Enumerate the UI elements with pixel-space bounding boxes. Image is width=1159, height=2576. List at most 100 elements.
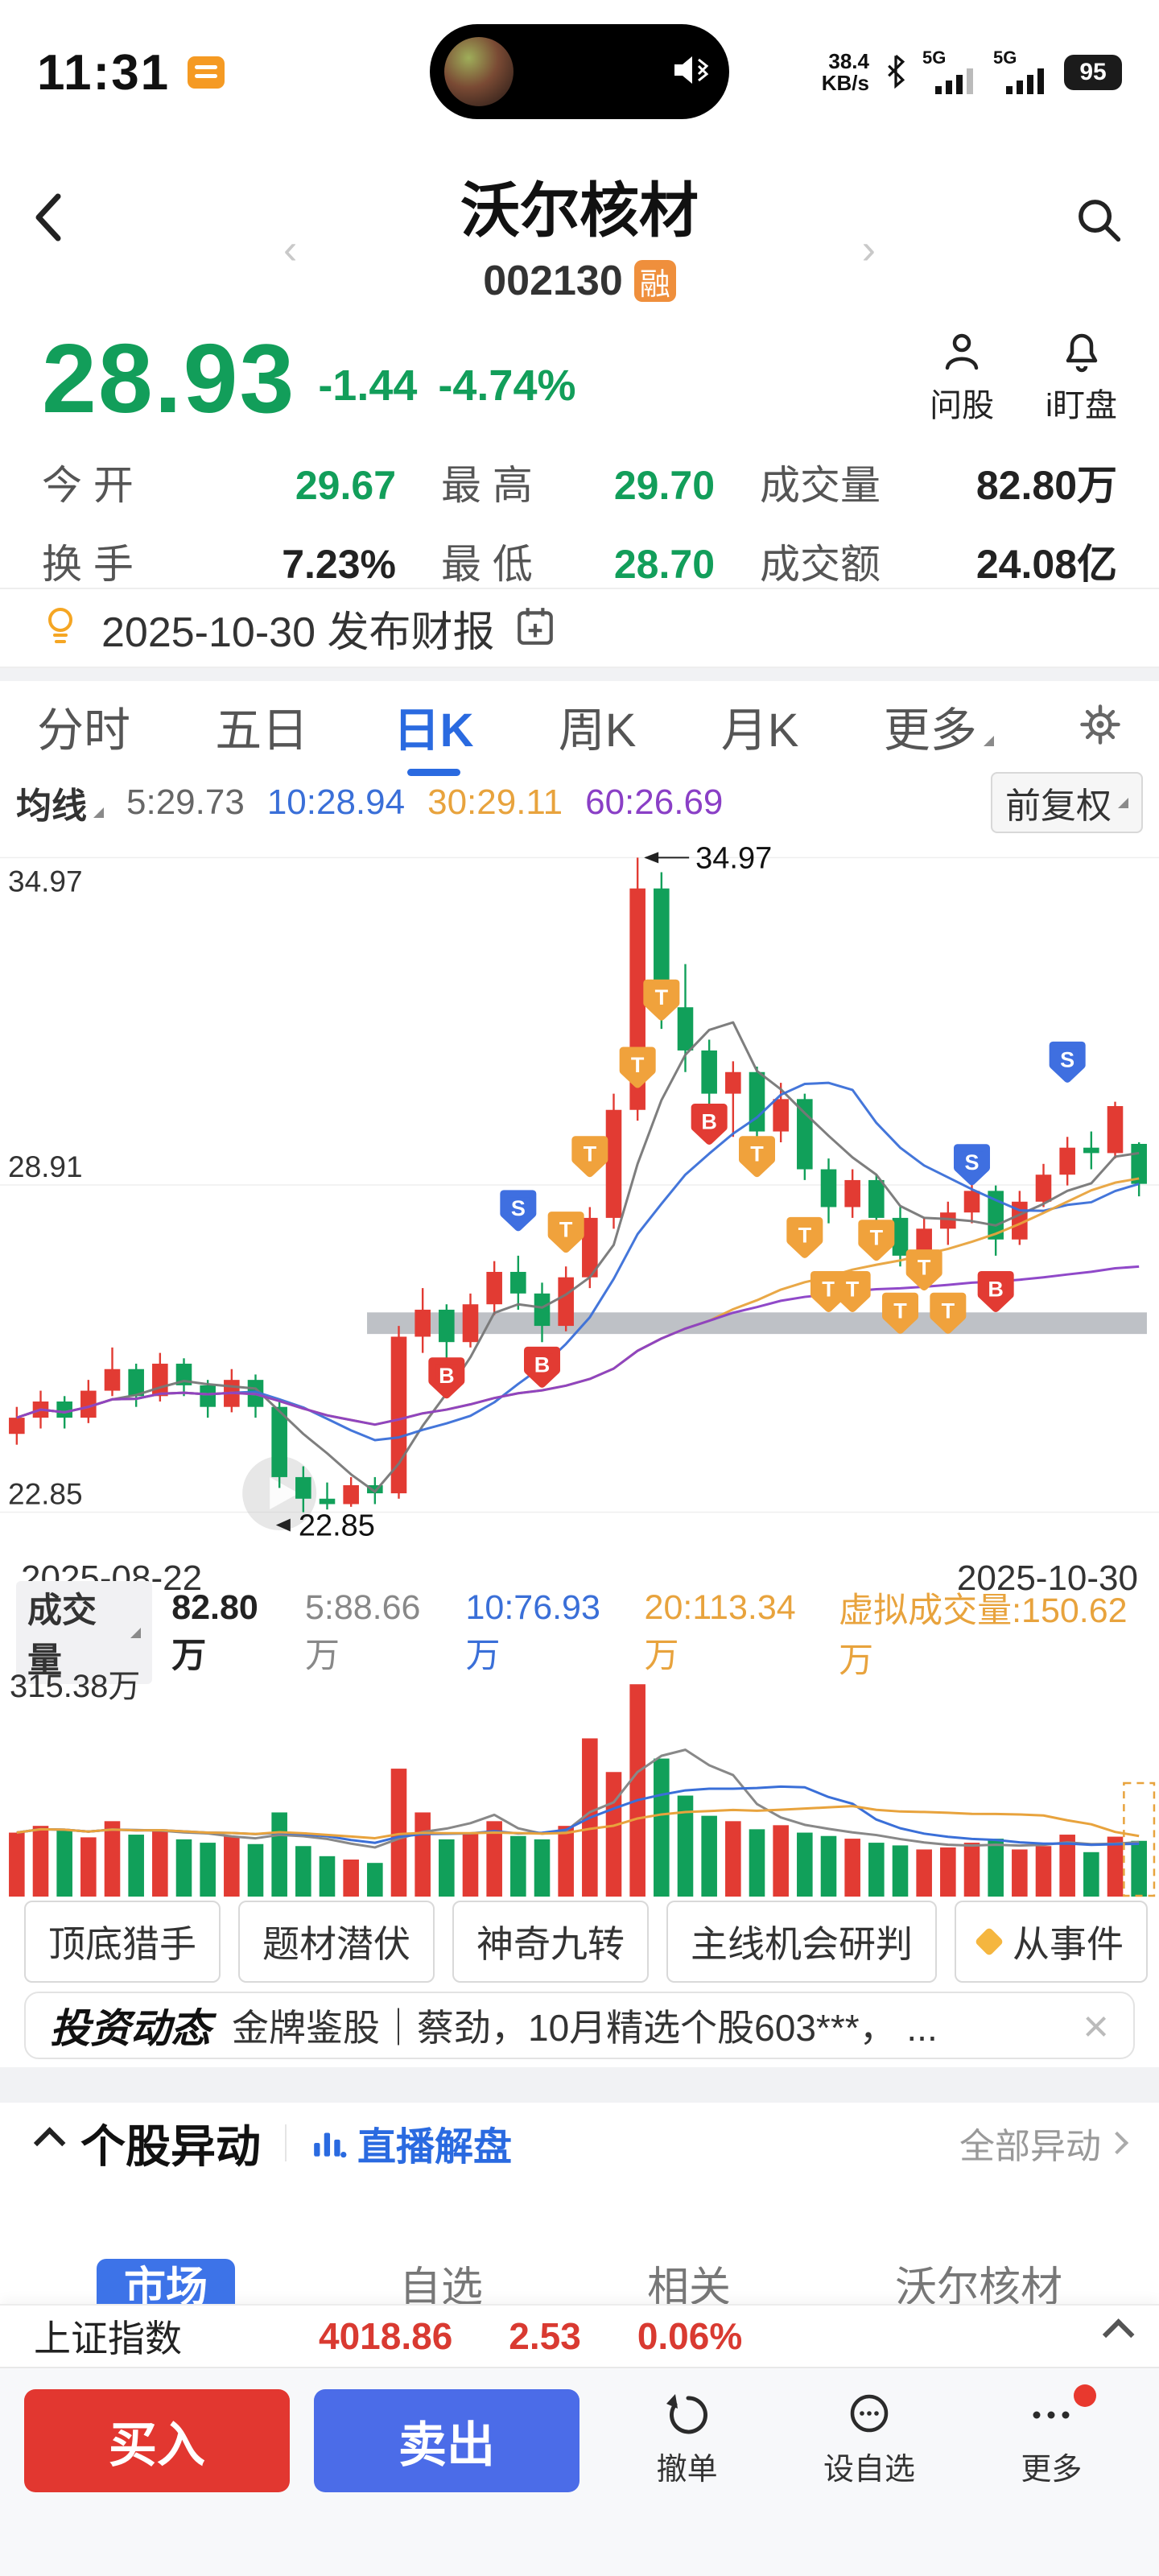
svg-text:B: B: [534, 1352, 551, 1377]
feature-mainline-research[interactable]: 主线机会研判: [666, 1901, 937, 1983]
signal-1-icon: 5G: [922, 47, 979, 96]
collapse-chevron-icon[interactable]: [1102, 2318, 1135, 2351]
last-price: 28.93: [42, 324, 296, 433]
title-bar: ‹ 沃尔核材 002130 融 ›: [0, 145, 1159, 306]
live-commentary-link[interactable]: 直播解盘: [311, 2115, 512, 2171]
quote-panel: 28.93 -1.44 -4.74% 问股 i盯盘: [0, 306, 1159, 451]
candlestick-chart[interactable]: B S B T T T T B T T T T T T T T S B S 34.97 22.85 34.97 28.91 2…: [0, 834, 1159, 1558]
svg-text:22.85: 22.85: [8, 1478, 83, 1511]
svg-text:B: B: [701, 1109, 717, 1133]
ma60-value: 60:26.69: [585, 782, 724, 822]
volume-ma5: 5:88.66万: [304, 1587, 421, 1675]
feature-top-bottom-hunter[interactable]: 顶底猎手: [24, 1901, 221, 1983]
stat-low: 最 低 28.70: [441, 542, 715, 587]
volume-ma10: 10:76.93万: [465, 1587, 600, 1675]
back-button[interactable]: [31, 192, 66, 247]
feature-from-events[interactable]: 从事件: [955, 1901, 1148, 1983]
index-percent: 0.06%: [637, 2315, 743, 2357]
camera-pill: [430, 24, 729, 119]
shanghai-index-bar[interactable]: 上证指数 4018.86 2.53 0.06%: [0, 2304, 1159, 2367]
svg-text:22.85: 22.85: [299, 1509, 375, 1543]
add-watchlist-button[interactable]: 设自选: [823, 2391, 915, 2488]
change-value: -1.44: [318, 361, 418, 410]
volume-label[interactable]: 成交量: [16, 1581, 153, 1684]
svg-text:T: T: [822, 1277, 835, 1301]
ma-label[interactable]: 均线: [16, 777, 104, 828]
tab-stock-name[interactable]: 沃尔核材: [894, 2264, 1062, 2304]
news-tag: 投资动态: [50, 2006, 211, 2051]
chart-settings-gear-icon[interactable]: [1079, 703, 1122, 750]
more-dots-icon: [1033, 2411, 1070, 2419]
feature-magic-nine[interactable]: 神奇九转: [452, 1901, 649, 1983]
tab-watchlist[interactable]: 自选: [398, 2264, 483, 2304]
news-text: 金牌鉴股｜蔡劲，10月精选个股603***， ...: [232, 2007, 938, 2049]
bulb-icon: [40, 604, 80, 653]
margin-badge: 融: [633, 260, 676, 302]
diamond-icon: [974, 1926, 1004, 1957]
tab-market[interactable]: 市场: [97, 2259, 236, 2304]
svg-text:T: T: [584, 1142, 597, 1166]
svg-text:34.97: 34.97: [8, 865, 83, 898]
stat-amount: 成交额 24.08亿: [760, 542, 1117, 587]
search-button[interactable]: [1074, 195, 1124, 249]
more-button[interactable]: 更多: [1021, 2384, 1097, 2488]
date-end: 2025-10-30: [956, 1558, 1138, 1598]
ask-stock-button[interactable]: 问股: [930, 331, 994, 426]
tab-monthly-k[interactable]: 月K: [720, 704, 799, 757]
tab-more[interactable]: 更多: [884, 692, 994, 760]
tab-minute[interactable]: 分时: [37, 704, 131, 757]
notice-text: 2025-10-30 发布财报: [101, 609, 495, 656]
bottom-section-tabs: 市场 自选 相关 沃尔核材: [0, 2240, 1159, 2304]
divider: [0, 2067, 1159, 2103]
dropdown-triangle-icon: [93, 807, 104, 818]
svg-text:T: T: [942, 1298, 955, 1323]
ma10-value: 10:28.94: [266, 782, 406, 822]
svg-text:T: T: [750, 1142, 764, 1166]
all-movements-link[interactable]: 全部异动: [959, 2117, 1129, 2169]
volume-chart[interactable]: 315.38万: [0, 1658, 1159, 1900]
buy-button[interactable]: 买入: [24, 2389, 290, 2492]
collapse-chevron-icon[interactable]: [33, 2127, 66, 2159]
circle-dots-icon: [850, 2394, 889, 2433]
stat-open: 今 开 29.67: [42, 463, 396, 508]
volume-chart-canvas[interactable]: [0, 1658, 1159, 1900]
signal-2-icon: 5G: [993, 47, 1050, 96]
investment-news-banner[interactable]: 投资动态 金牌鉴股｜蔡劲，10月精选个股603***， ... ×: [24, 1992, 1135, 2059]
monitor-button[interactable]: i盯盘: [1046, 331, 1117, 426]
tab-daily-k[interactable]: 日K: [394, 692, 474, 760]
chevron-right-icon: [1105, 2131, 1129, 2155]
tab-weekly-k[interactable]: 周K: [558, 704, 637, 757]
notification-dot: [1074, 2384, 1097, 2407]
svg-text:T: T: [870, 1226, 884, 1250]
stat-high: 最 高 29.70: [441, 463, 715, 508]
chart-period-tabs: 分时 五日 日K 周K 月K 更多: [0, 681, 1159, 771]
cancel-order-button[interactable]: 撤单: [657, 2391, 718, 2488]
svg-text:S: S: [511, 1196, 526, 1220]
sell-button[interactable]: 卖出: [314, 2389, 580, 2492]
prev-stock-arrow-icon[interactable]: ‹: [283, 226, 298, 273]
trade-action-bar: 买入 卖出 撤单 设自选 更多: [0, 2367, 1159, 2576]
svg-text:34.97: 34.97: [695, 841, 772, 875]
index-value: 4018.86: [319, 2315, 453, 2357]
tab-5day[interactable]: 五日: [215, 704, 309, 757]
adjust-mode-button[interactable]: 前复权: [991, 772, 1143, 833]
avatar: [444, 37, 514, 106]
tab-related[interactable]: 相关: [646, 2264, 731, 2304]
speaker-bluetooth-icon: [671, 52, 715, 93]
message-icon: [188, 56, 225, 89]
volume-ma20: 20:113.34万: [644, 1587, 796, 1675]
stat-volume: 成交量 82.80万: [760, 463, 1117, 508]
svg-text:T: T: [559, 1218, 573, 1242]
feature-theme-ambush[interactable]: 题材潜伏: [238, 1901, 435, 1983]
divider: [0, 668, 1159, 681]
undo-icon: [666, 2394, 707, 2434]
volume-legend: 成交量 82.80万 5:88.66万 10:76.93万 20:113.34万…: [0, 1581, 1159, 1684]
index-change: 2.53: [509, 2315, 581, 2357]
earnings-notice[interactable]: 2025-10-30 发布财报: [0, 588, 1159, 668]
next-stock-arrow-icon[interactable]: ›: [861, 226, 876, 273]
svg-text:B: B: [439, 1364, 455, 1388]
stock-movement-header: 个股异动 直播解盘 全部异动: [0, 2103, 1159, 2183]
calendar-add-icon[interactable]: [515, 605, 555, 651]
close-icon[interactable]: ×: [1083, 2000, 1109, 2051]
